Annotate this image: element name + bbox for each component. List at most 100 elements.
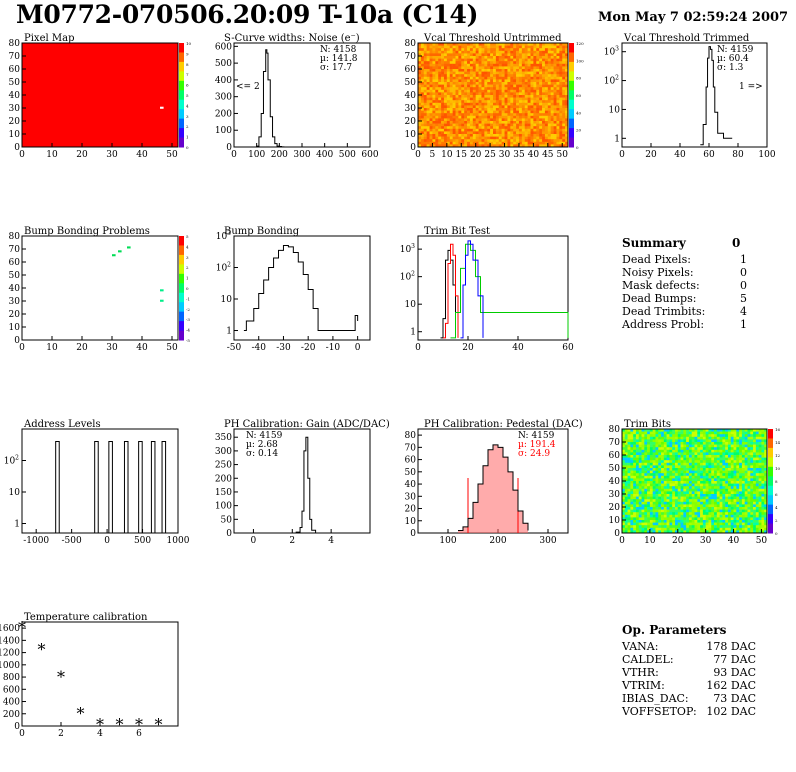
heatmap-cell	[533, 87, 537, 91]
x-tick-label: 0	[19, 343, 25, 353]
heatmap-cell	[516, 84, 520, 88]
heatmap-cell	[524, 110, 528, 114]
heatmap-cell	[719, 494, 723, 497]
heatmap-cell	[733, 514, 737, 518]
heatmap-cell	[467, 76, 471, 80]
heatmap-cell	[472, 50, 476, 54]
heatmap-cell	[708, 527, 712, 531]
heatmap-cell	[683, 473, 687, 477]
heatmap-cell	[755, 460, 759, 464]
heatmap-cell	[527, 118, 531, 122]
heatmap-cell	[677, 434, 681, 438]
heatmap-cell	[624, 514, 628, 518]
heatmap-cell	[484, 110, 488, 114]
heatmap-cell	[680, 501, 684, 505]
heatmap-cell	[449, 56, 453, 59]
heatmap-cell	[649, 457, 653, 461]
heatmap-cell	[518, 63, 523, 67]
heatmap-cell	[644, 527, 648, 531]
heatmap-cell	[719, 457, 723, 461]
heatmap-cell	[744, 522, 748, 526]
heatmap-cell	[504, 69, 508, 72]
heatmap-cell	[652, 431, 656, 435]
heatmap-cell	[556, 121, 560, 124]
heatmap-cell	[730, 429, 734, 432]
y-tick-label: 400	[3, 698, 20, 708]
heatmap-cell	[739, 486, 743, 490]
heatmap-cell	[562, 136, 566, 140]
heatmap-cell	[722, 488, 726, 492]
heatmap-cell	[674, 486, 679, 490]
heatmap-cell	[697, 447, 701, 451]
heatmap-cell	[744, 514, 748, 518]
heatmap-cell	[630, 475, 634, 479]
heatmap-cell	[674, 522, 679, 526]
x-tick-label: 300	[293, 150, 310, 160]
heatmap-cell	[652, 491, 656, 495]
heatmap-cell	[539, 71, 543, 75]
heatmap-cell	[622, 496, 626, 500]
heatmap-cell	[624, 507, 628, 510]
heatmap-cell	[443, 110, 448, 114]
heatmap-cell	[461, 102, 465, 106]
heatmap-cell	[755, 470, 759, 474]
heatmap-cell	[702, 481, 706, 484]
heatmap-cell	[441, 45, 445, 49]
heatmap-cell	[686, 514, 690, 518]
heatmap-cell	[498, 95, 502, 98]
heatmap-cell	[627, 514, 631, 518]
heatmap-cell	[475, 136, 479, 140]
heatmap-cell	[562, 82, 566, 85]
heatmap-cell	[472, 123, 476, 127]
heatmap-cell	[725, 494, 729, 497]
heatmap-cell	[441, 56, 445, 59]
heatmap-cell	[644, 530, 648, 534]
heatmap-cell	[744, 494, 748, 497]
heatmap-cell	[418, 97, 422, 101]
heatmap-cell	[655, 444, 659, 448]
heatmap-cell	[649, 462, 653, 466]
heatmap-cell	[542, 69, 546, 72]
heatmap-cell	[423, 128, 427, 132]
palette-cell	[768, 438, 773, 449]
heatmap-cell	[518, 50, 523, 54]
heatmap-cell	[753, 530, 757, 534]
palette-label: 10	[775, 466, 781, 471]
heatmap-cell	[539, 105, 543, 109]
heatmap-cell	[627, 434, 631, 438]
heatmap-cell	[702, 527, 706, 531]
heatmap-cell	[674, 444, 679, 448]
heatmap-cell	[680, 530, 684, 534]
palette-label: 100	[576, 58, 584, 63]
heatmap-cell	[464, 48, 468, 52]
heatmap-cell	[432, 61, 436, 65]
heatmap-cell	[758, 504, 762, 508]
heatmap-cell	[755, 452, 759, 456]
heatmap-cell	[758, 522, 762, 526]
heatmap-cell	[530, 63, 534, 67]
heatmap-cell	[711, 465, 715, 469]
heatmap-cell	[426, 108, 430, 111]
heatmap-cell	[702, 452, 706, 456]
heatmap-cell	[764, 444, 768, 448]
heatmap-cell	[730, 522, 734, 526]
heatmap-cell	[686, 462, 690, 466]
heatmap-cell	[559, 87, 563, 91]
heatmap-cell	[688, 452, 693, 456]
heatmap-cell	[504, 139, 508, 143]
heatmap-cell	[655, 439, 659, 443]
heatmap-cell	[677, 499, 681, 503]
heatmap-cell	[464, 76, 468, 80]
heatmap-cell	[553, 69, 557, 72]
heatmap-cell	[524, 139, 528, 143]
heatmap-cell	[533, 56, 537, 59]
heatmap-cell	[539, 61, 543, 65]
heatmap-cell	[443, 126, 448, 130]
heatmap-cell	[708, 465, 712, 469]
heatmap-cell	[719, 429, 723, 432]
heatmap-cell	[461, 126, 465, 130]
heatmap-cell	[674, 494, 679, 497]
heatmap-cell	[464, 128, 468, 132]
heatmap-cell	[727, 512, 732, 516]
heatmap-cell	[736, 488, 740, 492]
